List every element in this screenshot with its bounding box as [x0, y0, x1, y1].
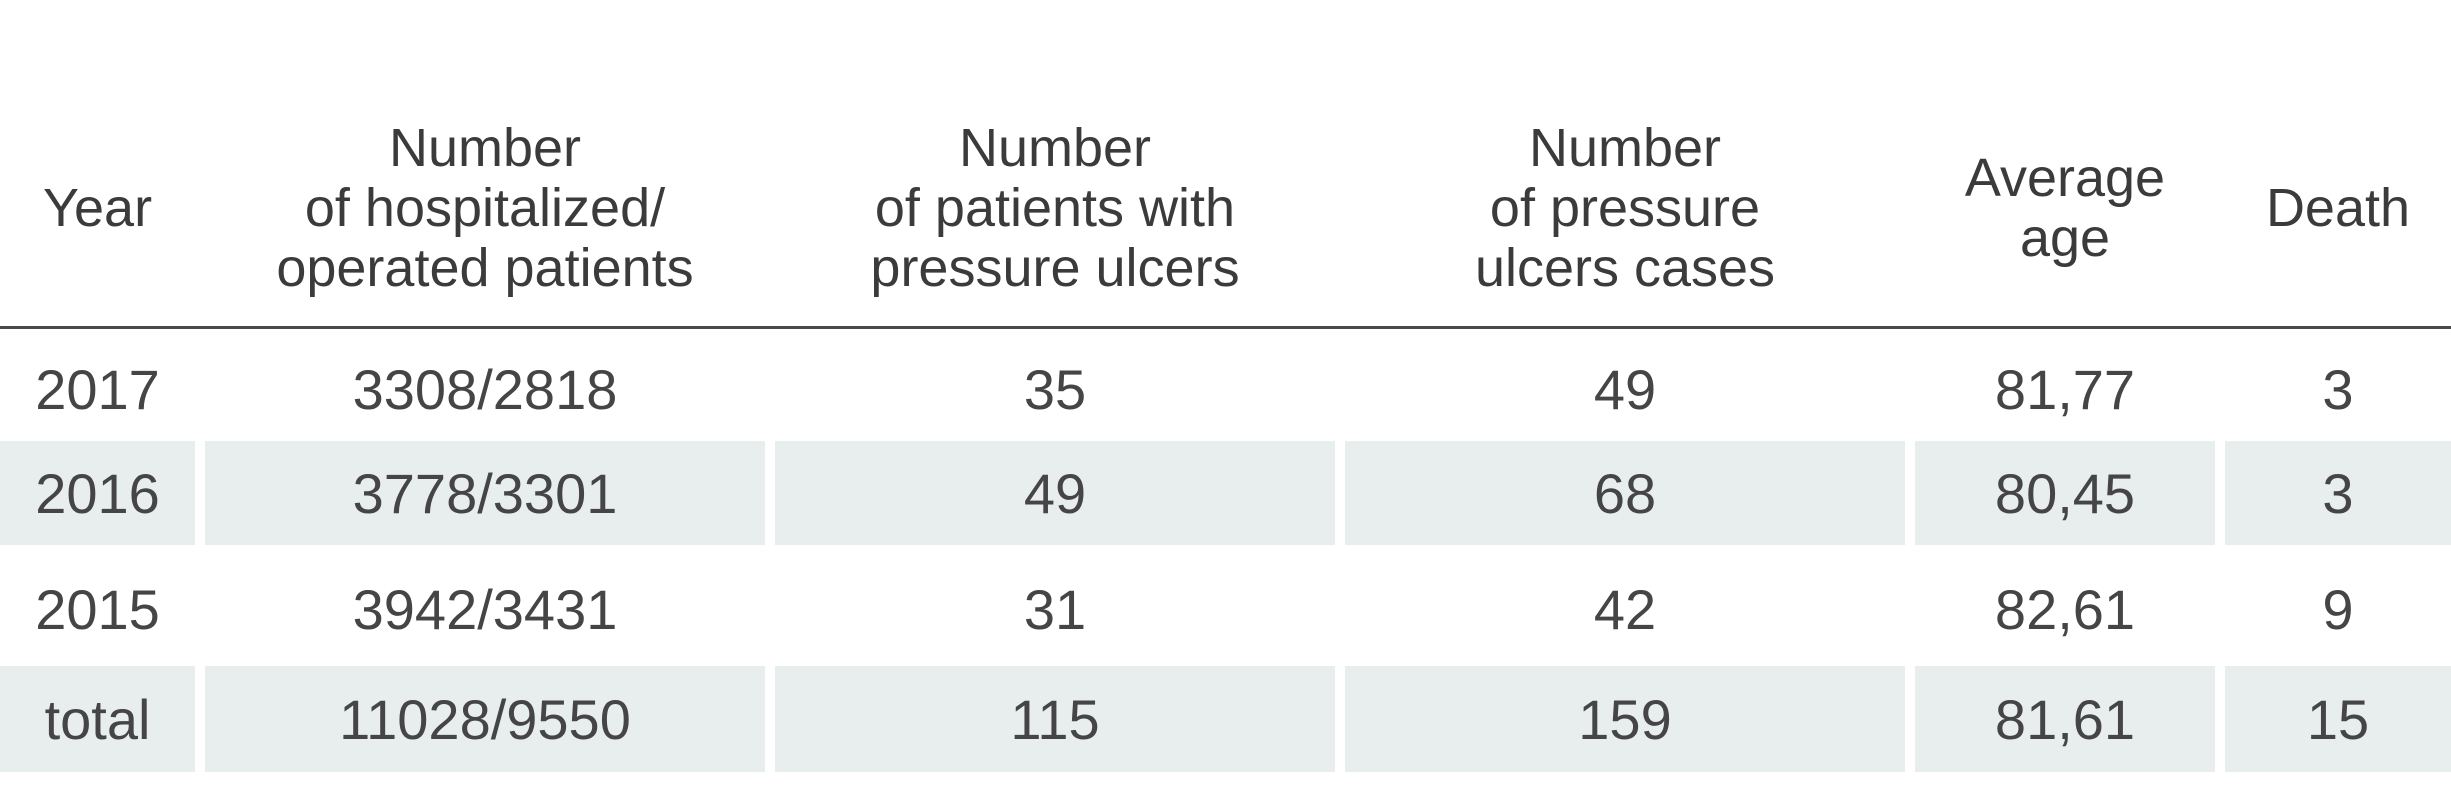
table-cell: 81,61 — [1915, 666, 2215, 772]
header-hospitalized-operated-label: Number of hospitalized/ operated patient… — [276, 118, 694, 298]
header-year: Year — [0, 90, 195, 326]
cell-value: 2015 — [35, 577, 160, 641]
table-cell: 3778/3301 — [205, 441, 765, 545]
table-cell: 2017 — [0, 340, 195, 438]
header-death-label: Death — [2265, 178, 2411, 238]
table-cell: total — [0, 666, 195, 772]
table-cell: 81,77 — [1915, 340, 2215, 438]
table-cell: 82,61 — [1915, 560, 2215, 658]
table-cell: 42 — [1345, 560, 1905, 658]
cell-value: 81,61 — [1994, 687, 2136, 751]
table-cell: 15 — [2225, 666, 2451, 772]
cell-value: 3 — [2322, 461, 2354, 525]
header-average-age-label: Average age — [1964, 148, 2166, 268]
table-cell: 9 — [2225, 560, 2451, 658]
table-cell: 115 — [775, 666, 1335, 772]
table-cell: 159 — [1345, 666, 1905, 772]
table-cell: 3 — [2225, 441, 2451, 545]
cell-value: 15 — [2306, 687, 2370, 751]
cell-value: 115 — [1010, 687, 1100, 751]
header-death: Death — [2225, 90, 2451, 326]
table-cell: 3 — [2225, 340, 2451, 438]
cell-value: 35 — [1023, 357, 1087, 421]
cell-value: 68 — [1593, 461, 1657, 525]
cell-value: 3778/3301 — [352, 461, 618, 525]
header-patients-with-ulcers-label: Number of patients with pressure ulcers — [870, 118, 1240, 298]
table-cell: 3942/3431 — [205, 560, 765, 658]
table-cell: 49 — [1345, 340, 1905, 438]
cell-value: 2017 — [35, 357, 160, 421]
cell-value: 3308/2818 — [352, 357, 618, 421]
cell-value: 3 — [2322, 357, 2354, 421]
table-cell: 11028/9550 — [205, 666, 765, 772]
table-cell: 35 — [775, 340, 1335, 438]
table-cell: 3308/2818 — [205, 340, 765, 438]
header-patients-with-ulcers: Number of patients with pressure ulcers — [775, 90, 1335, 326]
cell-value: 42 — [1593, 577, 1657, 641]
cell-value: 49 — [1593, 357, 1657, 421]
cell-value: 9 — [2322, 577, 2354, 641]
cell-value: 3942/3431 — [352, 577, 618, 641]
cell-value: 82,61 — [1994, 577, 2136, 641]
table-cell: 2015 — [0, 560, 195, 658]
table-cell: 80,45 — [1915, 441, 2215, 545]
header-average-age: Average age — [1915, 90, 2215, 326]
table-cell: 49 — [775, 441, 1335, 545]
cell-value: 49 — [1023, 461, 1087, 525]
header-ulcer-cases: Number of pressure ulcers cases — [1345, 90, 1905, 326]
header-ulcer-cases-label: Number of pressure ulcers cases — [1474, 118, 1776, 298]
cell-value: 159 — [1578, 687, 1672, 751]
header-year-label: Year — [42, 178, 153, 238]
cell-value: 80,45 — [1994, 461, 2136, 525]
table-cell: 31 — [775, 560, 1335, 658]
cell-value: 11028/9550 — [339, 687, 631, 751]
cell-value: 81,77 — [1994, 357, 2136, 421]
cell-value: total — [44, 687, 151, 751]
cell-value: 31 — [1023, 577, 1087, 641]
table-cell: 2016 — [0, 441, 195, 545]
header-hospitalized-operated: Number of hospitalized/ operated patient… — [205, 90, 765, 326]
cell-value: 2016 — [35, 461, 160, 525]
table-cell: 68 — [1345, 441, 1905, 545]
header-rule — [0, 326, 2451, 329]
